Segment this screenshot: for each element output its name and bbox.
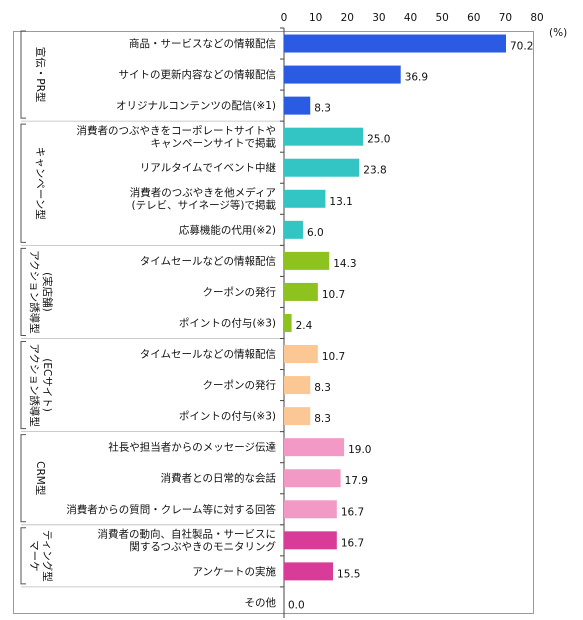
value-label: 17.9 [345, 475, 368, 487]
category-label: リアルタイムでイベント中継 [140, 161, 277, 174]
value-label: 36.9 [405, 72, 428, 84]
group-label: アクション誘導型 [28, 343, 41, 426]
x-tick-label: 20 [341, 12, 354, 24]
bar [284, 345, 318, 364]
value-label: 15.5 [337, 568, 360, 580]
unit-label: (%) [549, 27, 567, 39]
category-label: 消費者との日常的な会話 [161, 472, 277, 485]
bar [284, 562, 334, 581]
group-bracket [20, 247, 26, 336]
bar [284, 469, 341, 488]
value-label: 14.3 [333, 258, 356, 270]
category-label: (テレビ、サイネージ等)で掲載 [132, 199, 277, 212]
bar [284, 407, 311, 426]
x-tick-label: 60 [467, 12, 480, 24]
value-label: 16.7 [341, 537, 364, 549]
bar [284, 158, 360, 177]
category-label: キャンペーンサイトで掲載 [151, 137, 277, 149]
x-tick-label: 10 [309, 12, 322, 24]
category-label: タイムセールなどの情報配信 [140, 348, 276, 361]
group-label: (実店舗) [41, 272, 54, 312]
category-label: クーポンの発行 [203, 285, 277, 298]
group-bracket [20, 30, 26, 119]
group-label: (ECサイト) [41, 358, 53, 412]
category-label: クーポンの発行 [203, 379, 277, 392]
value-label: 13.1 [329, 196, 352, 208]
group-label: CRM型 [34, 461, 47, 495]
category-label: ポイントの付与(※3) [179, 316, 276, 329]
group-bracket [20, 527, 26, 585]
value-label: 8.3 [314, 103, 331, 115]
value-label: 19.0 [348, 444, 371, 456]
group-bracket [20, 123, 26, 243]
category-label: 関するつぶやきのモニタリング [129, 540, 276, 553]
group-label: 宣伝・PR型 [34, 47, 47, 103]
x-tick-label: 0 [281, 12, 288, 24]
value-label: 8.3 [314, 382, 331, 394]
value-label: 10.7 [322, 289, 345, 301]
bar [284, 376, 311, 395]
category-label: ポイントの付与(※3) [179, 410, 276, 423]
category-label: タイムセールなどの情報配信 [140, 254, 276, 267]
group-bracket [20, 341, 26, 430]
value-label: 8.3 [314, 413, 331, 425]
category-label: 消費者からの質問・クレーム等に対する回答 [66, 503, 276, 516]
x-tick-label: 30 [372, 12, 385, 24]
value-label: 6.0 [307, 227, 324, 239]
value-label: 0.0 [288, 599, 305, 611]
category-label: アンケートの実施 [192, 565, 276, 578]
value-label: 23.8 [363, 165, 386, 177]
bar [284, 438, 345, 457]
category-label: 商品・サービスなどの情報配信 [129, 37, 276, 50]
bar [284, 251, 330, 270]
category-label: その他 [245, 596, 277, 609]
x-tick-label: 80 [530, 12, 543, 24]
bar [284, 34, 507, 53]
value-label: 70.2 [510, 41, 533, 53]
group-label: キャンペーン型 [34, 147, 47, 220]
value-label: 10.7 [322, 351, 345, 363]
bar [284, 531, 337, 550]
category-label: サイトの更新内容などの情報配信 [119, 68, 277, 81]
group-label: アクション誘導型 [28, 250, 41, 333]
value-label: 16.7 [341, 506, 364, 518]
bar [284, 96, 311, 115]
bar [284, 282, 318, 301]
bar [284, 220, 303, 239]
category-label: 社長や担当者からのメッセージ伝達 [108, 441, 276, 454]
x-tick-label: 50 [435, 12, 448, 24]
category-label: 消費者の動向、自社製品・サービスに [98, 528, 277, 541]
chart-frame [13, 31, 534, 614]
category-label: 消費者のつぶやきを他メディア [130, 186, 276, 199]
value-label: 2.4 [296, 320, 313, 332]
category-label: 消費者のつぶやきをコーポレートサイトや [77, 124, 277, 137]
group-label: ティング型 [41, 530, 54, 582]
category-label: オリジナルコンテンツの配信(※1) [116, 100, 276, 112]
category-label: 応募機能の代用(※2) [179, 223, 276, 236]
group-bracket [20, 434, 26, 523]
value-label: 25.0 [367, 134, 390, 146]
group-label: マーケ [28, 540, 40, 572]
bar [284, 127, 364, 146]
x-tick-label: 40 [404, 12, 417, 24]
x-tick-label: 70 [499, 12, 512, 24]
bar [284, 189, 326, 208]
bar [284, 500, 337, 519]
bar [284, 65, 401, 84]
bar [284, 313, 292, 332]
